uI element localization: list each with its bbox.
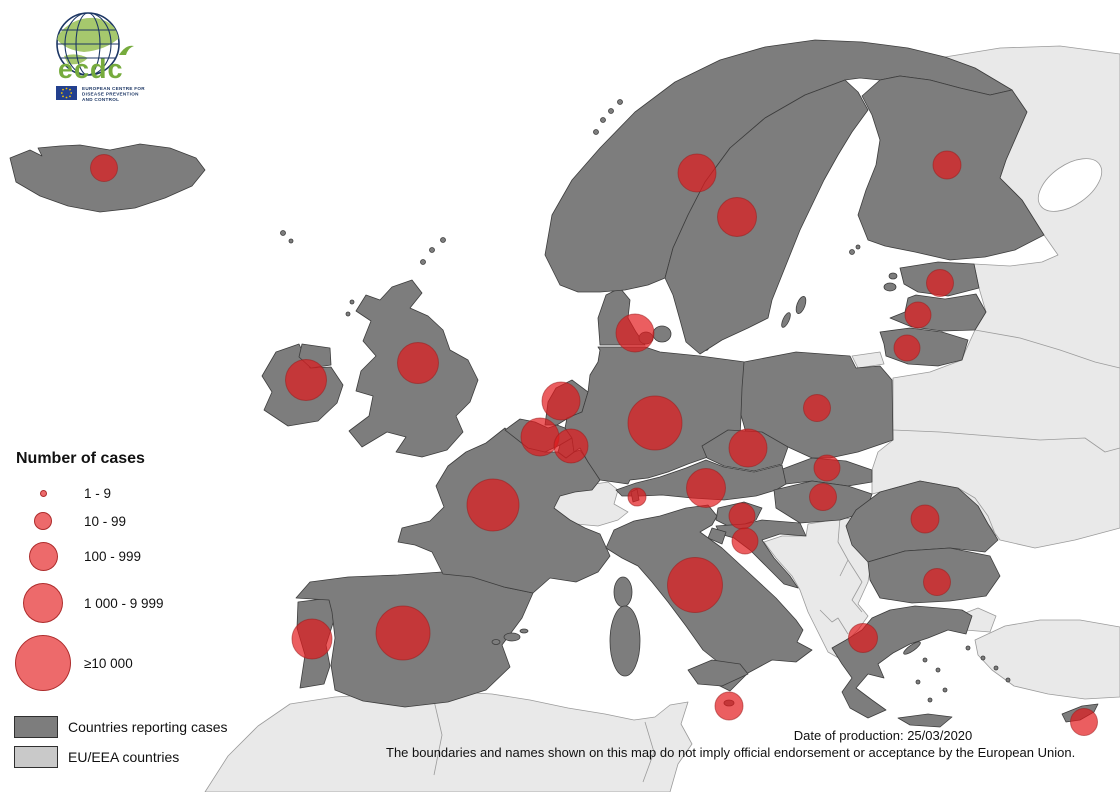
ecdc-wordmark: ecdc — [58, 54, 124, 84]
case-circle-bulgaria — [923, 568, 951, 596]
eu-flag-icon — [56, 86, 77, 100]
globe-icon — [56, 12, 120, 76]
case-circle-belgium — [520, 417, 560, 457]
case-circle-ireland — [285, 359, 327, 401]
case-circle-hungary — [809, 483, 837, 511]
ecdc-logo-graphic: ecdc EUROPEAN CENTRE FOR DISEASE PREVENT… — [56, 12, 145, 102]
org-line-2: DISEASE PREVENTION — [82, 92, 139, 97]
case-circle-lithuania — [893, 334, 921, 362]
ecdc-logo: ecdc EUROPEAN CENTRE FOR DISEASE PREVENT… — [36, 8, 186, 108]
soft-internal-borders — [431, 329, 1120, 783]
legend-class-label: EU/EEA countries — [68, 749, 180, 765]
case-circle-austria — [686, 468, 726, 508]
case-circle-romania — [910, 504, 940, 534]
legend-size-circle — [34, 512, 52, 530]
country-united-kingdom — [298, 237, 479, 458]
case-circle-sweden — [717, 197, 757, 237]
case-circle-netherlands — [541, 381, 581, 421]
case-circle-italy — [667, 557, 723, 613]
org-line-1: EUROPEAN CENTRE FOR — [82, 86, 145, 91]
legend-size-label: ≥10 000 — [84, 655, 133, 671]
legend-size-circle — [28, 542, 58, 571]
case-circle-malta — [714, 691, 744, 721]
case-circle-latvia — [904, 301, 932, 329]
case-circle-norway — [677, 153, 717, 193]
case-circle-finland — [932, 150, 962, 180]
faroe-islands — [280, 230, 294, 244]
case-circle-luxembourg — [553, 428, 589, 464]
case-circle-poland — [803, 394, 831, 422]
cases-legend: Number of cases 1 - 9 10 - 99 100 - 999 1 0… — [10, 450, 250, 697]
case-circle-germany — [627, 395, 683, 451]
legend-size-label: 100 - 999 — [84, 549, 142, 564]
case-circles-layer — [90, 150, 1098, 736]
case-circle-spain — [375, 605, 431, 661]
cases-legend-title: Number of cases — [16, 450, 145, 467]
legend-size-row: 1 - 9 — [10, 480, 250, 506]
legend-size-label: 10 - 99 — [84, 513, 127, 529]
legend-size-label: 1 000 - 9 999 — [84, 595, 164, 611]
case-circle-estonia — [926, 269, 954, 297]
legend-size-row: ≥10 000 — [10, 629, 250, 697]
case-circle-slovenia — [728, 502, 756, 530]
legend-size-row: 100 - 999 — [10, 536, 250, 577]
case-circle-france — [466, 478, 520, 532]
date-of-production: Date of production: 25/03/2020 — [793, 728, 973, 743]
case-circle-cyprus — [1070, 708, 1098, 736]
legend-size-circle — [15, 635, 71, 691]
legend-size-circle — [39, 489, 47, 497]
country-north-africa — [204, 690, 693, 792]
org-line-3: AND CONTROL — [82, 97, 119, 102]
case-circle-iceland — [90, 154, 118, 182]
case-circle-slovakia — [813, 454, 841, 482]
case-circle-greece — [848, 623, 878, 653]
country-class-legend: Countries reporting cases EU/EEA countrie… — [14, 712, 228, 772]
legend-class-row: Countries reporting cases — [14, 712, 228, 742]
boundaries-disclaimer: The boundaries and names shown on this m… — [386, 745, 1076, 760]
leaf-icon — [119, 45, 134, 55]
country-latvia — [889, 293, 987, 332]
legend-class-swatch — [14, 746, 58, 768]
case-circle-croatia — [731, 527, 759, 555]
legend-size-row: 10 - 99 — [10, 506, 250, 536]
legend-size-circle — [23, 583, 63, 623]
legend-class-swatch — [14, 716, 58, 738]
lake-ladoga — [1037, 158, 1103, 212]
case-circle-portugal — [291, 618, 333, 660]
country-turkey — [954, 607, 1120, 700]
country-lithuania — [879, 327, 969, 367]
legend-class-label: Countries reporting cases — [68, 719, 228, 735]
legend-size-row: 1 000 - 9 999 — [10, 577, 250, 629]
country-kaliningrad — [851, 351, 885, 369]
cases-legend-rows: 1 - 9 10 - 99 100 - 999 1 000 - 9 999 ≥10 00… — [10, 480, 250, 697]
case-circle-united-kingdom — [397, 342, 439, 384]
legend-size-label: 1 - 9 — [84, 485, 112, 501]
case-circle-denmark — [615, 313, 655, 353]
case-circle-czechia — [728, 428, 768, 468]
legend-class-row: EU/EEA countries — [14, 742, 228, 772]
case-circle-liechtenstein — [627, 487, 647, 507]
